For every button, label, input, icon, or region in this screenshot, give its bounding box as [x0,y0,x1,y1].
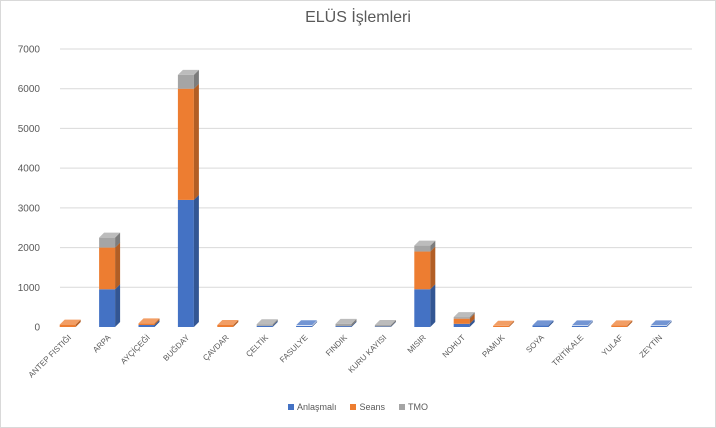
bar-segment [493,320,515,327]
y-tick-label: 7000 [18,45,41,56]
bar-segment [453,313,475,324]
x-tick-label: ARPA [91,333,113,355]
bar-segment [256,319,278,326]
x-tick-label: TRİTİKALE [550,333,585,368]
x-tick-label: BUĞDAY [161,333,191,363]
bar-segment [177,83,199,200]
bar-top [59,319,81,325]
bar-segment [99,284,121,327]
chart-title: ELÜS İşlemleri [305,9,411,26]
x-tick-label: FASULYE [278,333,309,364]
bar-segment [335,318,357,327]
legend-label: Seans [359,402,386,412]
bar-segment [296,321,318,327]
x-tick-label: ANTEP FISTIĞI [27,333,73,379]
legend-item: Anlaşmalı [287,402,337,412]
bar-top [571,320,593,326]
legend-swatch [287,404,294,410]
y-tick-label: 6000 [18,84,41,95]
legend-item: TMO [399,402,428,412]
bar-segment [453,318,475,327]
x-tick-label: KURU KAYISI [347,333,389,375]
x-tick-label: ÇAVDAR [201,333,231,363]
bar-segment [99,242,121,290]
bar-top [296,320,318,326]
bar-top [177,69,199,75]
bar-top [493,320,515,326]
bar-segment [414,246,436,290]
x-tick-label: SOYA [524,333,546,355]
bar-top [374,320,396,326]
bar-segment [335,321,357,327]
bar-segment [177,194,199,327]
bar-top [532,320,554,326]
bar-top [335,318,357,324]
bar-top [138,318,160,324]
bar-segment [99,232,121,248]
bar-top [217,320,239,326]
x-tick-label: FINDIK [324,333,349,358]
bar-segment [414,240,436,252]
x-tick-label: YULAF [600,333,625,358]
y-tick-label: 3000 [18,203,41,214]
x-tick-label: AYÇİÇEĞİ [119,333,152,366]
bar-segment [453,312,475,319]
bar-top [453,312,475,318]
y-tick-label: 4000 [18,164,41,175]
bar-segment [256,320,278,327]
bar-segment [59,319,81,327]
y-tick-label: 1000 [18,283,41,294]
bar-top [99,232,121,238]
bar-segment [650,321,672,327]
legend-label: Anlaşmalı [296,402,337,412]
legend-swatch [399,404,406,410]
bar-top [414,240,436,246]
bar-top [256,319,278,325]
y-tick-label: 0 [34,323,40,334]
x-tick-label: ZEYTİN [638,333,665,360]
bar-segment [374,320,396,327]
y-tick-label: 2000 [18,243,41,254]
bar-segment [532,320,554,327]
x-tick-label: NOHUT [441,333,468,360]
y-tick-label: 5000 [18,124,41,135]
chart-legend: Anlaşmalı Seans TMO [0,402,716,412]
bar-top [650,320,672,326]
x-tick-label: MISIR [406,333,428,355]
bar-segment [217,320,239,327]
bar-segment [611,320,633,327]
bar-segment [414,284,436,327]
x-tick-label: PAMUK [480,333,507,360]
bar-segment [138,318,160,326]
x-tick-label: ÇELTİK [244,333,270,359]
legend-item: Seans [350,402,385,412]
legend-swatch [350,404,357,410]
bar-segment [571,321,593,327]
legend-label: TMO [408,402,429,412]
bar-segment [138,320,160,327]
bar-segment [177,69,199,89]
bar-top [611,320,633,326]
